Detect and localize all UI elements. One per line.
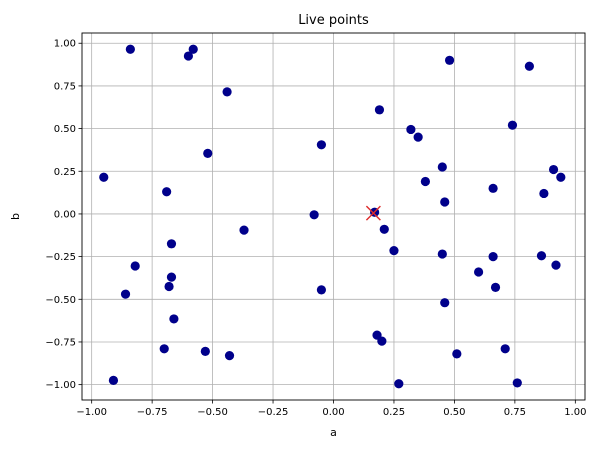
scatter-point	[507, 120, 518, 130]
scatter-point	[309, 210, 319, 220]
x-tick-label: 1.00	[564, 407, 586, 418]
scatter-point	[377, 336, 387, 346]
scatter-point	[413, 132, 423, 142]
axis-ticks: −1.00 −0.75 −0.50 −0.25 0.00 0.25 0.50 0.75 1.00…	[45, 39, 586, 418]
x-tick-label: −0.25	[258, 407, 289, 418]
scatter-point	[224, 351, 235, 361]
y-tick-label: 0.50	[54, 124, 76, 135]
chart-title: Live points	[298, 13, 369, 28]
grid	[82, 33, 585, 400]
scatter-point	[440, 298, 450, 308]
y-tick-label: 0.25	[54, 167, 76, 178]
y-tick-label: −0.75	[45, 337, 76, 348]
scatter-point	[524, 61, 534, 71]
x-tick-label: 0.25	[383, 407, 405, 418]
scatter-point	[420, 176, 430, 187]
y-tick-label: 1.00	[54, 39, 76, 50]
scatter-point	[169, 314, 179, 324]
scatter-point	[548, 164, 559, 175]
y-tick-label: −0.50	[45, 295, 76, 306]
scatter-point	[488, 252, 498, 262]
scatter-point	[536, 251, 547, 261]
x-axis-label: a	[330, 426, 337, 439]
data-points	[99, 44, 566, 389]
scatter-point	[99, 172, 109, 182]
y-tick-label: 0.00	[54, 209, 76, 220]
scatter-point	[188, 44, 198, 54]
scatter-point	[125, 44, 135, 54]
scatter-point	[162, 187, 172, 197]
scatter-point	[556, 172, 566, 182]
scatter-point	[473, 267, 484, 277]
scatter-point	[316, 140, 327, 150]
scatter-point	[440, 197, 450, 207]
y-axis-label: b	[9, 213, 22, 220]
y-tick-label: −0.25	[45, 252, 76, 263]
scatter-point	[444, 55, 455, 65]
scatter-point	[374, 105, 385, 115]
scatter-point	[490, 282, 501, 292]
x-tick-label: 0.00	[322, 407, 344, 418]
x-tick-label: −1.00	[76, 407, 107, 418]
scatter-point	[394, 379, 404, 389]
scatter-point	[130, 261, 140, 271]
y-tick-label: −1.00	[45, 380, 76, 391]
scatter-point	[166, 272, 177, 282]
scatter-point	[488, 183, 498, 193]
scatter-point	[379, 224, 389, 234]
scatter-point	[183, 51, 194, 61]
scatter-point	[108, 375, 119, 385]
x-tick-label: 0.75	[504, 407, 526, 418]
scatter-point	[500, 344, 510, 354]
x-tick-label: 0.50	[443, 407, 465, 418]
highlight-x-marker	[365, 205, 381, 221]
scatter-point	[406, 124, 416, 135]
scatter-point	[203, 148, 213, 158]
scatter-point	[551, 260, 561, 270]
x-tick-label: −0.50	[197, 407, 228, 418]
y-tick-label: 0.75	[54, 81, 76, 92]
scatter-point	[159, 344, 169, 354]
scatter-point	[166, 239, 177, 249]
highlight-markers	[365, 205, 381, 221]
scatter-point	[164, 281, 174, 292]
scatter-point	[437, 162, 447, 172]
x-tick-label: −0.75	[137, 407, 168, 418]
scatter-point	[539, 188, 549, 199]
scatter-point	[512, 378, 522, 388]
scatter-point	[437, 249, 447, 259]
scatter-point	[200, 346, 210, 356]
scatter-point	[239, 225, 249, 235]
scatter-point	[316, 285, 327, 295]
scatter-point	[452, 349, 462, 359]
scatter-point	[389, 246, 399, 256]
scatter-point	[120, 289, 131, 299]
scatter-point	[222, 87, 232, 97]
